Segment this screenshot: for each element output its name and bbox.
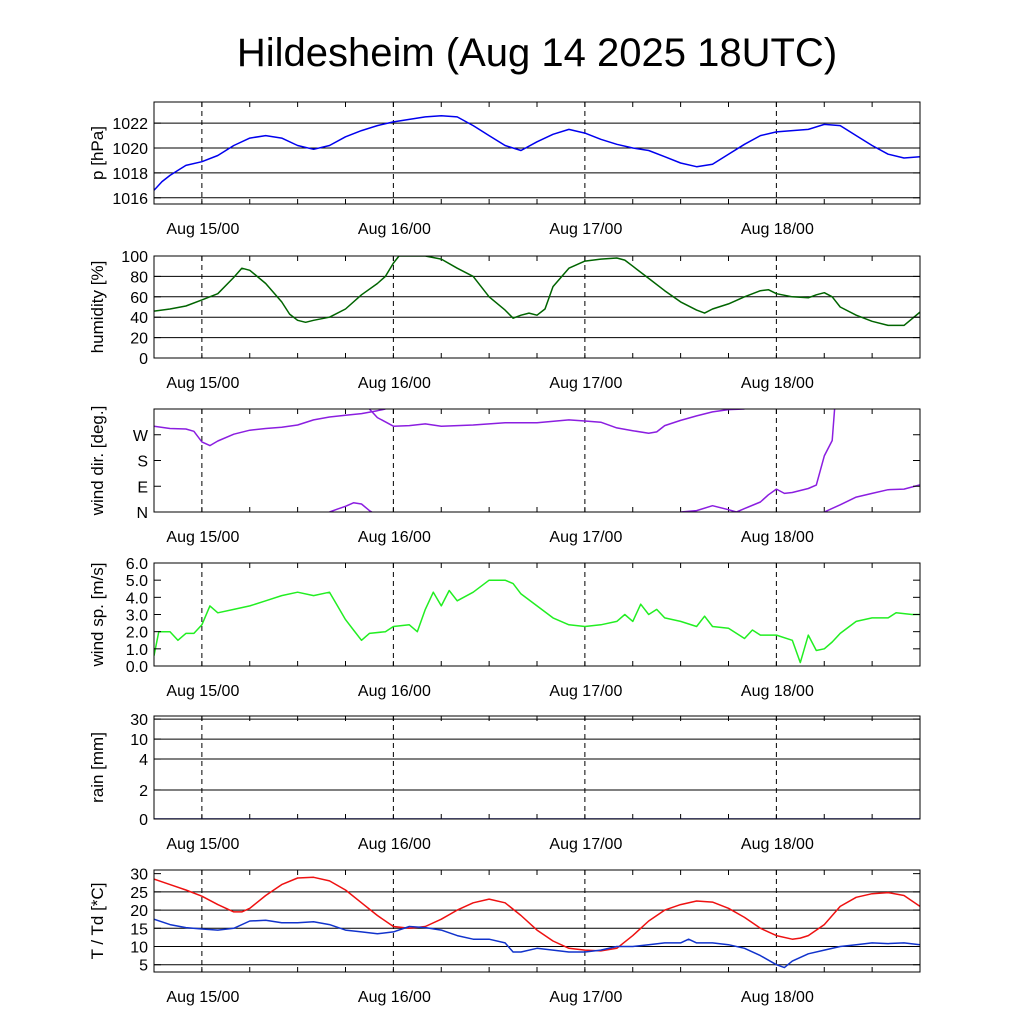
panel-rain: 0 2 4 10 30 rain [mm] Aug 15/00 Aug 16/00 Aug 17… — [88, 712, 921, 853]
x-tick-label: Aug 15/00 — [166, 529, 239, 546]
y-tick-label: 0 — [139, 351, 148, 368]
x-tick-label: Aug 16/00 — [358, 683, 431, 700]
panel-pressure: 1016 1018 1020 1022 p [hPa] Aug 15/00 Aug 16/0… — [88, 101, 921, 238]
y-tick-label: 1022 — [112, 116, 148, 133]
y-tick-label: 1018 — [112, 166, 148, 183]
y-tick-label: 1.0 — [126, 642, 148, 659]
y-axis-label: wind sp. [m/s] — [88, 563, 107, 668]
x-tick-label: Aug 18/00 — [741, 989, 814, 1006]
y-tick-label: 60 — [130, 290, 148, 307]
x-tick-label: Aug 17/00 — [549, 683, 622, 700]
chart-title: Hildesheim (Aug 14 2025 18UTC) — [237, 31, 837, 75]
series-line-pressure-0 — [154, 114, 920, 191]
series-line-wind_speed-0 — [154, 579, 920, 664]
x-tick-label: Aug 16/00 — [358, 375, 431, 392]
x-tick-label: Aug 15/00 — [166, 836, 239, 853]
y-tick-label: 0 — [139, 812, 148, 829]
y-axis-label: T / Td [*C] — [88, 883, 107, 960]
x-tick-label: Aug 17/00 — [549, 529, 622, 546]
y-tick-label: 1016 — [112, 191, 148, 208]
series-line-wind_dir-4 — [823, 484, 920, 512]
x-tick-label: Aug 17/00 — [549, 836, 622, 853]
y-tick-label: 5.0 — [126, 573, 148, 590]
panel-frame — [153, 562, 921, 667]
series-group — [154, 876, 920, 969]
x-tick-label: Aug 15/00 — [166, 683, 239, 700]
y-tick-label: 80 — [130, 269, 148, 286]
x-tick-label: Aug 18/00 — [741, 683, 814, 700]
x-tick-label: Aug 17/00 — [549, 221, 622, 238]
y-tick-label: 4.0 — [126, 590, 148, 607]
x-tick-label: Aug 18/00 — [741, 836, 814, 853]
x-tick-label: Aug 16/00 — [358, 529, 431, 546]
y-tick-label: 3.0 — [126, 608, 148, 625]
y-tick-label: 30 — [130, 712, 148, 729]
y-tick-label: 5 — [139, 958, 148, 975]
panel-frame — [153, 869, 921, 973]
y-tick-label: 100 — [121, 249, 148, 266]
panel-frame — [153, 408, 921, 513]
x-tick-label: Aug 17/00 — [549, 375, 622, 392]
y-tick-label: 4 — [139, 752, 148, 769]
y-tick-label: 1020 — [112, 141, 148, 158]
y-tick-label: 40 — [130, 310, 148, 327]
x-tick-label: Aug 17/00 — [549, 989, 622, 1006]
series-line-humidity-0 — [154, 256, 920, 327]
series-line-wind_dir-0 — [154, 409, 386, 447]
y-tick-label: 20 — [130, 903, 148, 920]
x-tick-label: Aug 16/00 — [358, 989, 431, 1006]
series-line-temperature-1 — [154, 918, 920, 969]
series-group — [154, 114, 920, 191]
panel-frame — [153, 255, 921, 359]
y-axis-label: p [hPa] — [88, 126, 107, 180]
y-tick-label: 10 — [130, 940, 148, 957]
x-tick-label: Aug 15/00 — [166, 221, 239, 238]
y-tick-label: 30 — [130, 867, 148, 884]
series-line-temperature-0 — [154, 876, 920, 952]
y-tick-label: 20 — [130, 331, 148, 348]
y-axis-label: rain [mm] — [88, 732, 107, 803]
y-tick-label: 2 — [139, 783, 148, 800]
x-tick-label: Aug 18/00 — [741, 221, 814, 238]
panel-wind_speed: 0.01.02.03.04.05.06.0 wind sp. [m/s] Aug 1… — [88, 556, 921, 700]
panel-humidity: 0 20 40 60 80 100 humidity [%] Aug 15/00 Aug 16/… — [88, 249, 921, 392]
y-tick-label: W — [133, 428, 149, 445]
x-tick-label: Aug 18/00 — [741, 375, 814, 392]
x-tick-label: Aug 15/00 — [166, 989, 239, 1006]
x-tick-label: Aug 18/00 — [741, 529, 814, 546]
y-tick-label: 10 — [130, 732, 148, 749]
y-tick-label: S — [137, 454, 148, 471]
panel-frame — [153, 715, 921, 820]
series-group — [154, 256, 920, 327]
series-line-wind_dir-2 — [368, 409, 745, 435]
panel-frame — [153, 101, 921, 205]
y-tick-label: 25 — [130, 885, 148, 902]
y-tick-label: 15 — [130, 921, 148, 938]
series-line-wind_dir-3 — [680, 409, 836, 512]
series-line-wind_dir-1 — [329, 502, 373, 512]
y-tick-label: 0.0 — [126, 659, 148, 676]
y-axis-label: wind dir. [deg.] — [88, 406, 107, 517]
y-tick-label: N — [136, 505, 148, 522]
y-tick-label: 6.0 — [126, 556, 148, 573]
series-group — [154, 409, 920, 512]
y-axis-label: humidity [%] — [88, 261, 107, 354]
x-tick-label: Aug 16/00 — [358, 836, 431, 853]
y-tick-label: 2.0 — [126, 625, 148, 642]
x-tick-label: Aug 16/00 — [358, 221, 431, 238]
y-tick-label: E — [137, 479, 148, 496]
series-group — [154, 579, 920, 664]
x-tick-label: Aug 15/00 — [166, 375, 239, 392]
